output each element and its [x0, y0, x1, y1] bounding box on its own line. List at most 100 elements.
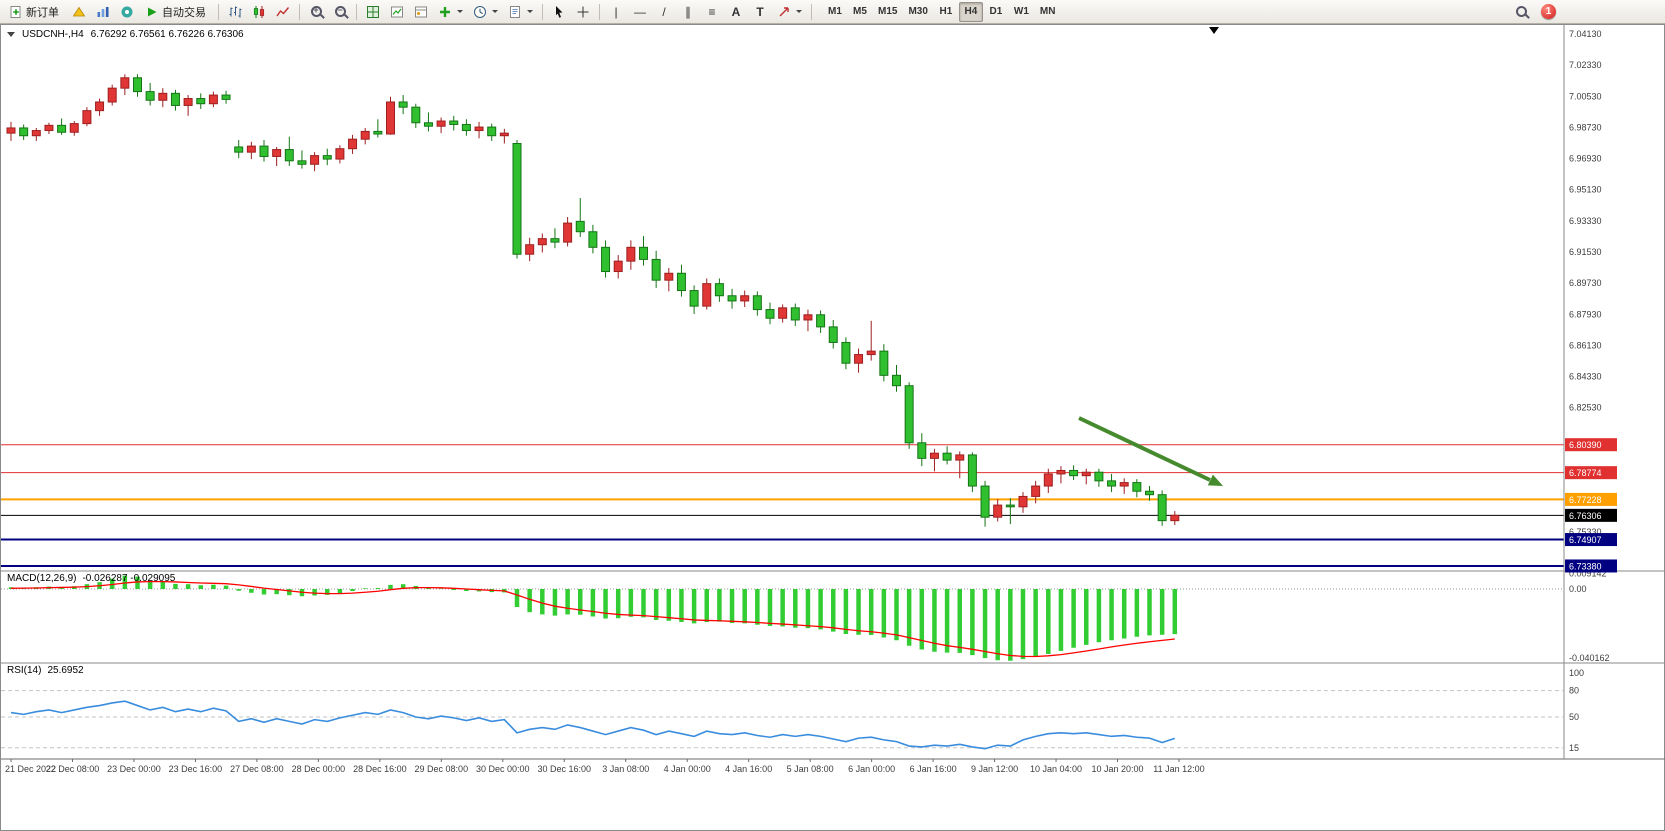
- candle-body: [854, 354, 864, 364]
- candle-body: [31, 130, 41, 137]
- price-level-tag[interactable]: [1565, 466, 1617, 480]
- add-indicator-button[interactable]: [434, 1, 467, 22]
- toolbar-separator: [811, 3, 812, 20]
- add-indicator-icon: [440, 6, 450, 17]
- period-selector-button[interactable]: [469, 1, 502, 22]
- candle-body: [348, 138, 358, 150]
- timeframe-button-mn[interactable]: MN: [1035, 2, 1061, 22]
- candle-body: [1018, 495, 1028, 508]
- price-axis-label: 6.89730: [1569, 278, 1602, 288]
- market-watch-icon: [72, 6, 86, 16]
- arrows-tool-button[interactable]: [773, 1, 806, 22]
- text-tool-icon: A: [731, 4, 741, 19]
- chart-canvas[interactable]: 7.04130 7.02330 7.00530 6.98730 6.96930 6.951…: [1, 25, 1665, 831]
- candle-body: [904, 385, 914, 444]
- market-watch-button[interactable]: [68, 1, 90, 22]
- navigator-window-button[interactable]: [410, 1, 432, 22]
- text-tool-button[interactable]: A: [725, 1, 747, 22]
- candle-body: [335, 148, 345, 160]
- time-axis-label: 10 Jan 04:00: [1030, 764, 1082, 774]
- candle-body: [19, 127, 29, 137]
- horizontal-line-tool-button[interactable]: —: [629, 1, 651, 22]
- candlestick-mode-button[interactable]: [248, 1, 270, 22]
- candle-body: [866, 350, 876, 356]
- candle-body: [474, 126, 484, 132]
- support-button[interactable]: [116, 1, 138, 22]
- trendline-tool-button[interactable]: /: [653, 1, 675, 22]
- line-chart-mode-button[interactable]: [272, 1, 294, 22]
- profiles-button[interactable]: [92, 1, 114, 22]
- zoom-out-button[interactable]: −: [329, 1, 351, 22]
- candle-body: [676, 272, 686, 292]
- trend-arrow-head: [1207, 474, 1223, 486]
- timeframe-button-m5[interactable]: M5: [848, 2, 872, 22]
- bar-chart-mode-button[interactable]: [224, 1, 246, 22]
- chart-window[interactable]: 7.04130 7.02330 7.00530 6.98730 6.96930 6.951…: [0, 24, 1665, 831]
- current-price-tag[interactable]: [1565, 508, 1617, 522]
- zoom-in-button[interactable]: +: [305, 1, 327, 22]
- candle-body: [626, 246, 636, 262]
- chart-shift-marker[interactable]: [1209, 27, 1219, 34]
- candle-body: [158, 92, 168, 101]
- candle-body: [360, 130, 370, 140]
- timeframe-button-m30[interactable]: M30: [903, 2, 932, 22]
- time-axis-label: 3 Jan 08:00: [602, 764, 649, 774]
- price-axis-label: 7.04130: [1569, 29, 1602, 39]
- autotrading-button[interactable]: 自动交易: [140, 1, 213, 22]
- indicators-window-button[interactable]: [386, 1, 408, 22]
- candle-body: [1031, 485, 1041, 497]
- label-tool-button[interactable]: T: [749, 1, 771, 22]
- price-level-tag[interactable]: [1565, 559, 1617, 573]
- new-order-button[interactable]: 新订单: [4, 1, 66, 22]
- price-level-tag-text: 6.74907: [1569, 535, 1602, 545]
- vertical-line-tool-button[interactable]: |: [605, 1, 627, 22]
- channel-tool-button[interactable]: ∥: [677, 1, 699, 22]
- timeframe-button-h1[interactable]: H1: [934, 2, 958, 22]
- price-axis-label: 6.98730: [1569, 122, 1602, 132]
- fibonacci-tool-button[interactable]: ≡: [701, 1, 723, 22]
- candle-body: [499, 132, 509, 137]
- price-axis-label: 6.86130: [1569, 340, 1602, 350]
- time-axis-label: 22 Dec 08:00: [46, 764, 100, 774]
- candle-body: [740, 295, 750, 302]
- candle-body: [765, 309, 775, 319]
- price-axis-label: 6.87930: [1569, 309, 1602, 319]
- time-axis-label: 4 Jan 00:00: [664, 764, 711, 774]
- time-axis-label: 10 Jan 20:00: [1092, 764, 1144, 774]
- candle-body: [95, 101, 105, 112]
- price-axis-label: 6.96930: [1569, 154, 1602, 164]
- timeframe-button-d1[interactable]: D1: [984, 2, 1008, 22]
- candle-body: [1157, 494, 1167, 522]
- candle-body: [601, 246, 611, 273]
- search-button[interactable]: [1510, 1, 1532, 22]
- candle-body: [133, 77, 142, 93]
- candle-body: [259, 145, 269, 157]
- notification-badge[interactable]: 1: [1541, 4, 1556, 19]
- chart-collapse-icon[interactable]: [7, 32, 15, 37]
- templates-button[interactable]: [504, 1, 537, 22]
- time-axis-label: 21 Dec 2022: [5, 764, 56, 774]
- cursor-tool-button[interactable]: [548, 1, 570, 22]
- label-tool-icon: T: [756, 4, 764, 19]
- price-level-tag[interactable]: [1565, 492, 1617, 506]
- tile-windows-button[interactable]: [362, 1, 384, 22]
- candle-body: [487, 126, 497, 137]
- price-level-tag[interactable]: [1565, 533, 1617, 547]
- price-level-tag[interactable]: [1565, 438, 1617, 452]
- time-axis-label: 23 Dec 00:00: [107, 764, 161, 774]
- timeframe-button-m15[interactable]: M15: [873, 2, 902, 22]
- candle-body: [892, 374, 901, 387]
- timeframe-button-h4[interactable]: H4: [958, 1, 983, 22]
- trend-arrow-annotation[interactable]: [1078, 416, 1211, 482]
- price-axis-label: 6.91530: [1569, 247, 1602, 257]
- time-axis-label: 6 Jan 00:00: [848, 764, 895, 774]
- timeframe-button-m1[interactable]: M1: [823, 2, 847, 22]
- rsi-value: 25.6952: [47, 665, 84, 676]
- price-axis-label: 6.82530: [1569, 403, 1602, 413]
- crosshair-tool-button[interactable]: [572, 1, 594, 22]
- chart-ohlc-values: 6.76292 6.76561 6.76226 6.76306: [90, 29, 244, 40]
- candle-body: [436, 120, 446, 127]
- rsi-indicator-label: RSI(14) 25.6952: [7, 665, 84, 676]
- candle-body: [1005, 504, 1015, 508]
- timeframe-button-w1[interactable]: W1: [1009, 2, 1034, 22]
